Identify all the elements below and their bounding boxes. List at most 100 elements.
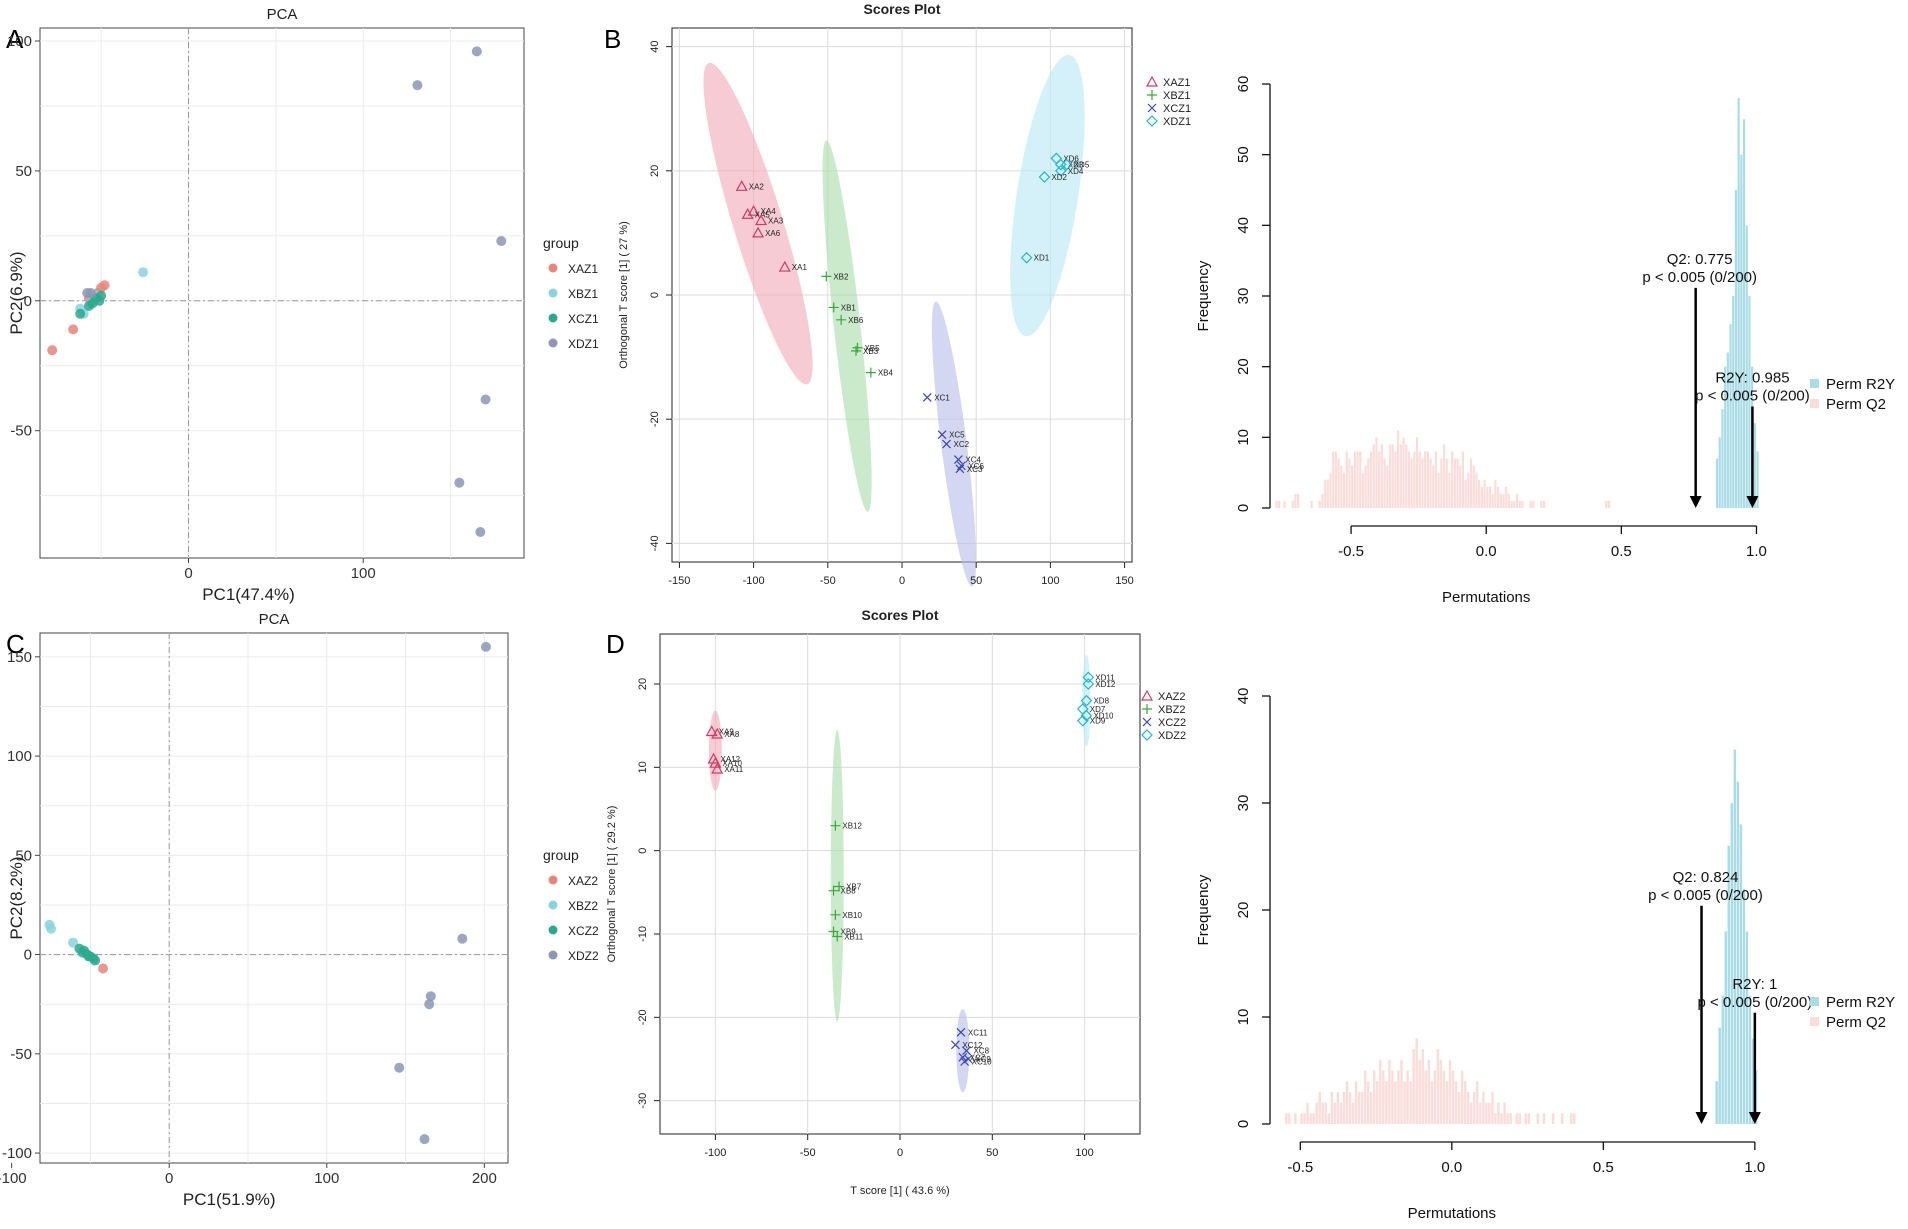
x-axis-label: T score [1] ( 43.6 %) [850,1185,949,1197]
histogram-bar-perm-q2 [1445,1081,1449,1124]
point-label: XB2 [833,272,849,281]
legend-label: XBZ2 [1158,704,1186,716]
histogram-bar-perm-q2 [1461,451,1465,508]
histogram-bar-perm-q2 [1470,458,1473,508]
pca-panel-C: -100 0 100 200 150 100 50 0 -50 -100 PCA PC1(51.9%)… [0,611,599,1209]
point-label: XA3 [768,216,784,225]
point-label: XD12 [1095,680,1116,689]
histogram-bar-perm-q2 [1406,1070,1409,1124]
histogram-bar-perm-q2 [1509,1113,1512,1124]
data-point-xdz2 [1080,709,1093,722]
x-tick-label: 0 [899,575,905,587]
histogram-bar-perm-q2 [1303,1113,1306,1124]
data-point-xdz2 [394,1062,405,1073]
point-label: XC2 [954,440,970,449]
histogram-bar-perm-q2 [1288,1113,1291,1124]
histogram-bar-perm-q2 [1502,493,1505,508]
histogram-bar-perm-q2 [1494,479,1497,508]
histogram-bar-perm-r2y [1732,296,1735,508]
legend-marker [1147,103,1157,113]
histogram-bar-perm-q2 [1351,465,1354,508]
data-point-xcz1 [75,308,86,319]
y-tick-label: 50 [15,163,32,180]
y-tick-label: -10 [637,926,649,942]
point-label: XD2 [1051,173,1067,182]
histogram-bar-perm-q2 [1540,500,1543,508]
histogram-bar-perm-q2 [1456,458,1459,508]
data-point-xcz1 [942,439,951,449]
histogram-bar-perm-q2 [1399,444,1402,508]
point-label: XD4 [1068,167,1084,176]
data-point-xdz2 [1080,694,1093,707]
histogram-bar-perm-q2 [1429,458,1432,508]
y-tick-label: 20 [1235,902,1252,919]
confidence-ellipse-xbz2 [830,729,844,1022]
x-tick-label: 150 [1115,575,1133,587]
histogram-bar-perm-r2y [1721,995,1724,1124]
histogram-bar-perm-q2 [1459,465,1462,508]
data-point-xbz2 [68,937,79,948]
histogram-bar-perm-r2y [1742,119,1746,508]
x-tick-label: 1.0 [1744,1159,1765,1176]
plot-frame [39,27,525,559]
histogram-bar-perm-r2y [1740,154,1743,508]
chart-title: PCA [267,6,298,23]
panel-letter-D: D [606,629,625,659]
legend-marker [548,338,558,348]
histogram-bar-perm-q2 [1503,1102,1506,1124]
point-label: XB3 [863,347,879,356]
point-label: XB8 [841,887,857,896]
histogram-bar-perm-q2 [1278,500,1281,508]
legend-marker [548,263,558,273]
histogram-bar-perm-q2 [1359,451,1362,508]
data-point-xaz1 [752,226,765,238]
x-tick-label: -100 [704,1147,726,1159]
point-label: XB6 [848,316,864,325]
data-point-xcz1 [96,290,107,301]
histogram-bar-perm-q2 [1375,437,1378,508]
histogram-bar-perm-q2 [1327,1113,1330,1124]
histogram-bar-perm-q2 [1402,437,1405,508]
legend-label: XAZ2 [1158,691,1186,703]
histogram-bar-perm-q2 [1383,458,1386,508]
histogram-bar-perm-q2 [1605,500,1608,508]
histogram-bar-perm-q2 [1434,451,1438,508]
histogram-bar-perm-q2 [1475,472,1478,508]
histogram-bar-perm-r2y [1737,98,1740,508]
legend-swatch [1810,399,1819,408]
data-point-xdz1 [412,80,423,91]
point-label: XA4 [761,207,777,216]
y-tick-label: 150 [7,649,32,666]
confidence-ellipse-xdz2 [1082,654,1091,747]
histogram-bar-perm-q2 [1415,1038,1418,1124]
y-axis-label: PC2(8.2%) [7,856,26,939]
point-label: XB7 [846,883,862,892]
data-point-xcz1 [953,455,963,464]
y-tick-label: -50 [10,1046,32,1063]
histogram-bar-perm-q2 [1340,465,1343,508]
point-label: XD11 [1095,673,1115,682]
point-label: XC10 [972,1058,993,1067]
annotation-text: R2Y: 0.985 [1715,370,1789,387]
y-tick-label: 40 [1235,688,1252,705]
histogram-bar-perm-q2 [1353,451,1356,508]
x-tick-label: 200 [472,1170,497,1187]
point-label: XA8 [724,730,740,739]
legend-label: XBZ1 [568,287,598,301]
x-tick-label: 0.0 [1441,1159,1462,1176]
y-axis-label: Frequency [1195,874,1212,945]
histogram-bar-perm-q2 [1439,1059,1443,1124]
histogram-bar-perm-q2 [1318,500,1321,508]
histogram-bar-perm-q2 [1467,472,1470,508]
histogram-bar-perm-q2 [1473,1091,1476,1124]
y-tick-label: 30 [1235,795,1252,812]
chart-title: Scores Plot [863,1,940,17]
legend-label: XDZ2 [1158,730,1186,742]
x-tick-label: 100 [351,565,376,582]
histogram-bar-perm-q2 [1397,1070,1400,1124]
annotation-text: p < 0.005 (0/200) [1648,887,1763,904]
histogram-bar-perm-q2 [1364,465,1367,508]
data-point-xdz1 [1020,251,1033,264]
legend-marker [548,288,558,298]
